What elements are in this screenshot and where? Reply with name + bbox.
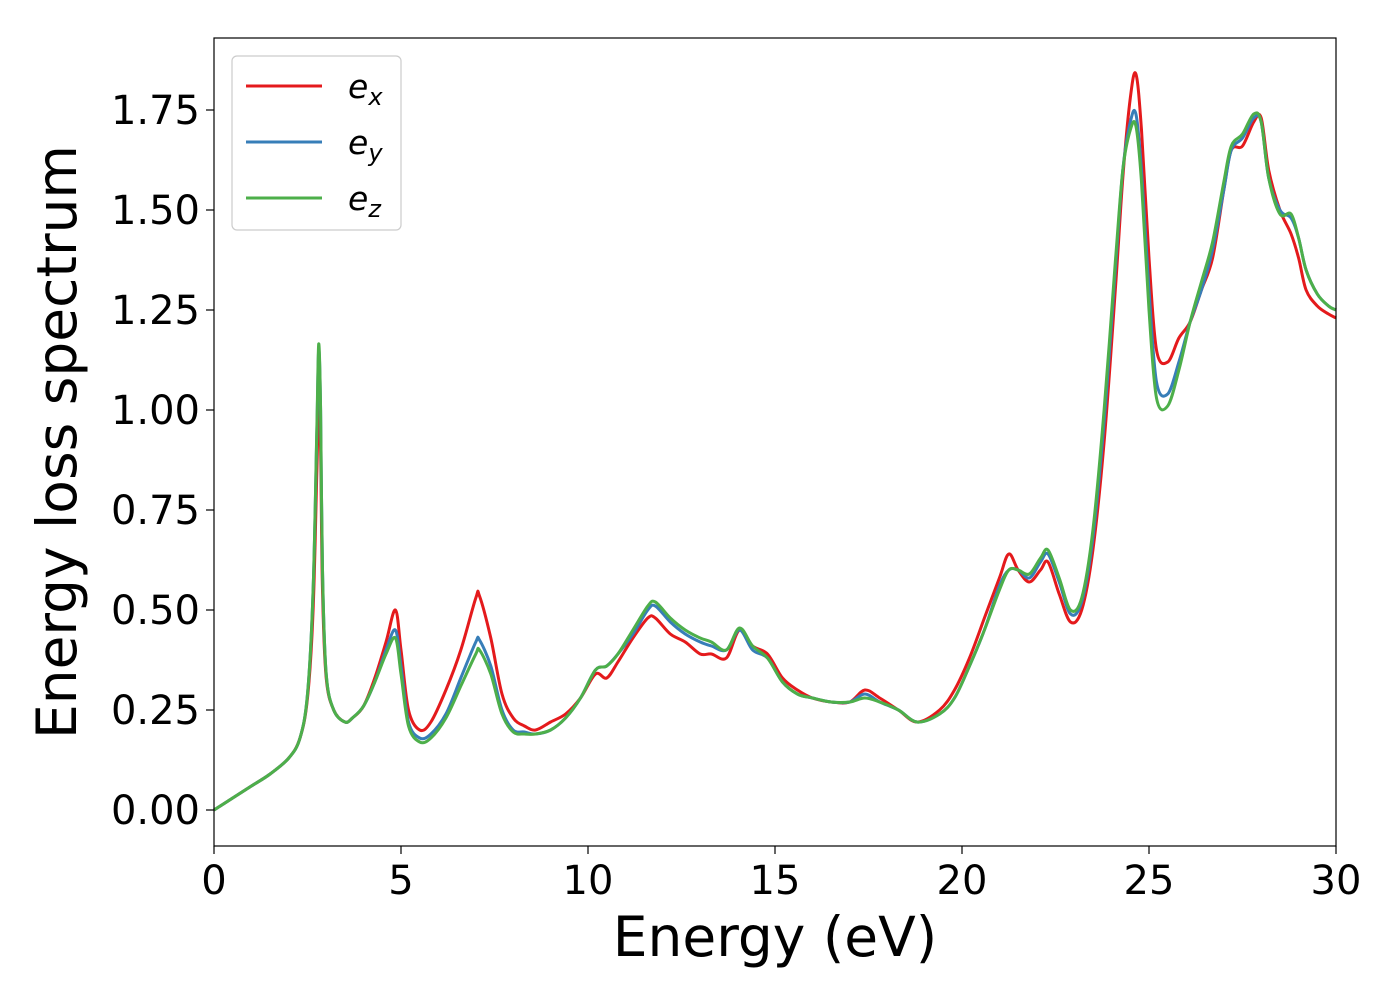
y-tick-label: 1.25 xyxy=(111,288,200,334)
y-tick-label: 0.50 xyxy=(111,588,200,634)
y-axis-title: Energy loss spectrum xyxy=(25,145,89,739)
legend-subscript: z xyxy=(367,195,382,223)
x-tick-label: 0 xyxy=(201,858,226,904)
x-tick-label: 15 xyxy=(750,858,801,904)
x-axis-ticks: 0 5 10 15 20 25 30 xyxy=(201,846,1361,904)
y-tick-label: 1.00 xyxy=(111,388,200,434)
x-tick-label: 20 xyxy=(937,858,988,904)
legend-label-y: ey xyxy=(348,123,383,167)
x-tick-label: 25 xyxy=(1124,858,1175,904)
y-axis-ticks: 0.00 0.25 0.50 0.75 1.00 1.25 1.50 1.75 xyxy=(111,88,214,834)
y-tick-label: 1.75 xyxy=(111,88,200,134)
x-tick-label: 10 xyxy=(563,858,614,904)
series-line-z xyxy=(213,111,1337,812)
y-tick-label: 0.75 xyxy=(111,488,200,534)
x-axis-title: Energy (eV) xyxy=(613,905,937,969)
legend-label-x: ex xyxy=(348,67,383,111)
x-tick-label: 30 xyxy=(1311,858,1362,904)
y-tick-label: 0.00 xyxy=(111,788,200,834)
legend-subscript: x xyxy=(367,83,383,111)
x-tick-label: 5 xyxy=(388,858,413,904)
y-tick-label: 1.50 xyxy=(111,188,200,234)
legend-subscript: y xyxy=(367,139,383,167)
y-tick-label: 0.25 xyxy=(111,688,200,734)
series-layer xyxy=(213,71,1337,812)
